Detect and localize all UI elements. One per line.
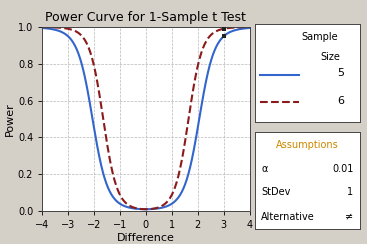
Text: Alternative: Alternative (261, 212, 315, 222)
Text: 1: 1 (347, 187, 353, 197)
Text: Sample: Sample (302, 32, 338, 42)
Text: α: α (261, 164, 268, 174)
Text: Assumptions: Assumptions (276, 140, 339, 150)
X-axis label: Difference: Difference (117, 233, 175, 243)
Y-axis label: Power: Power (5, 102, 15, 136)
Text: ≠: ≠ (345, 212, 353, 222)
Title: Power Curve for 1-Sample t Test: Power Curve for 1-Sample t Test (46, 11, 246, 24)
Text: 0.01: 0.01 (332, 164, 353, 174)
Text: Size: Size (320, 52, 340, 62)
Text: 6: 6 (337, 96, 344, 105)
Text: StDev: StDev (261, 187, 291, 197)
Text: 5: 5 (337, 68, 344, 78)
